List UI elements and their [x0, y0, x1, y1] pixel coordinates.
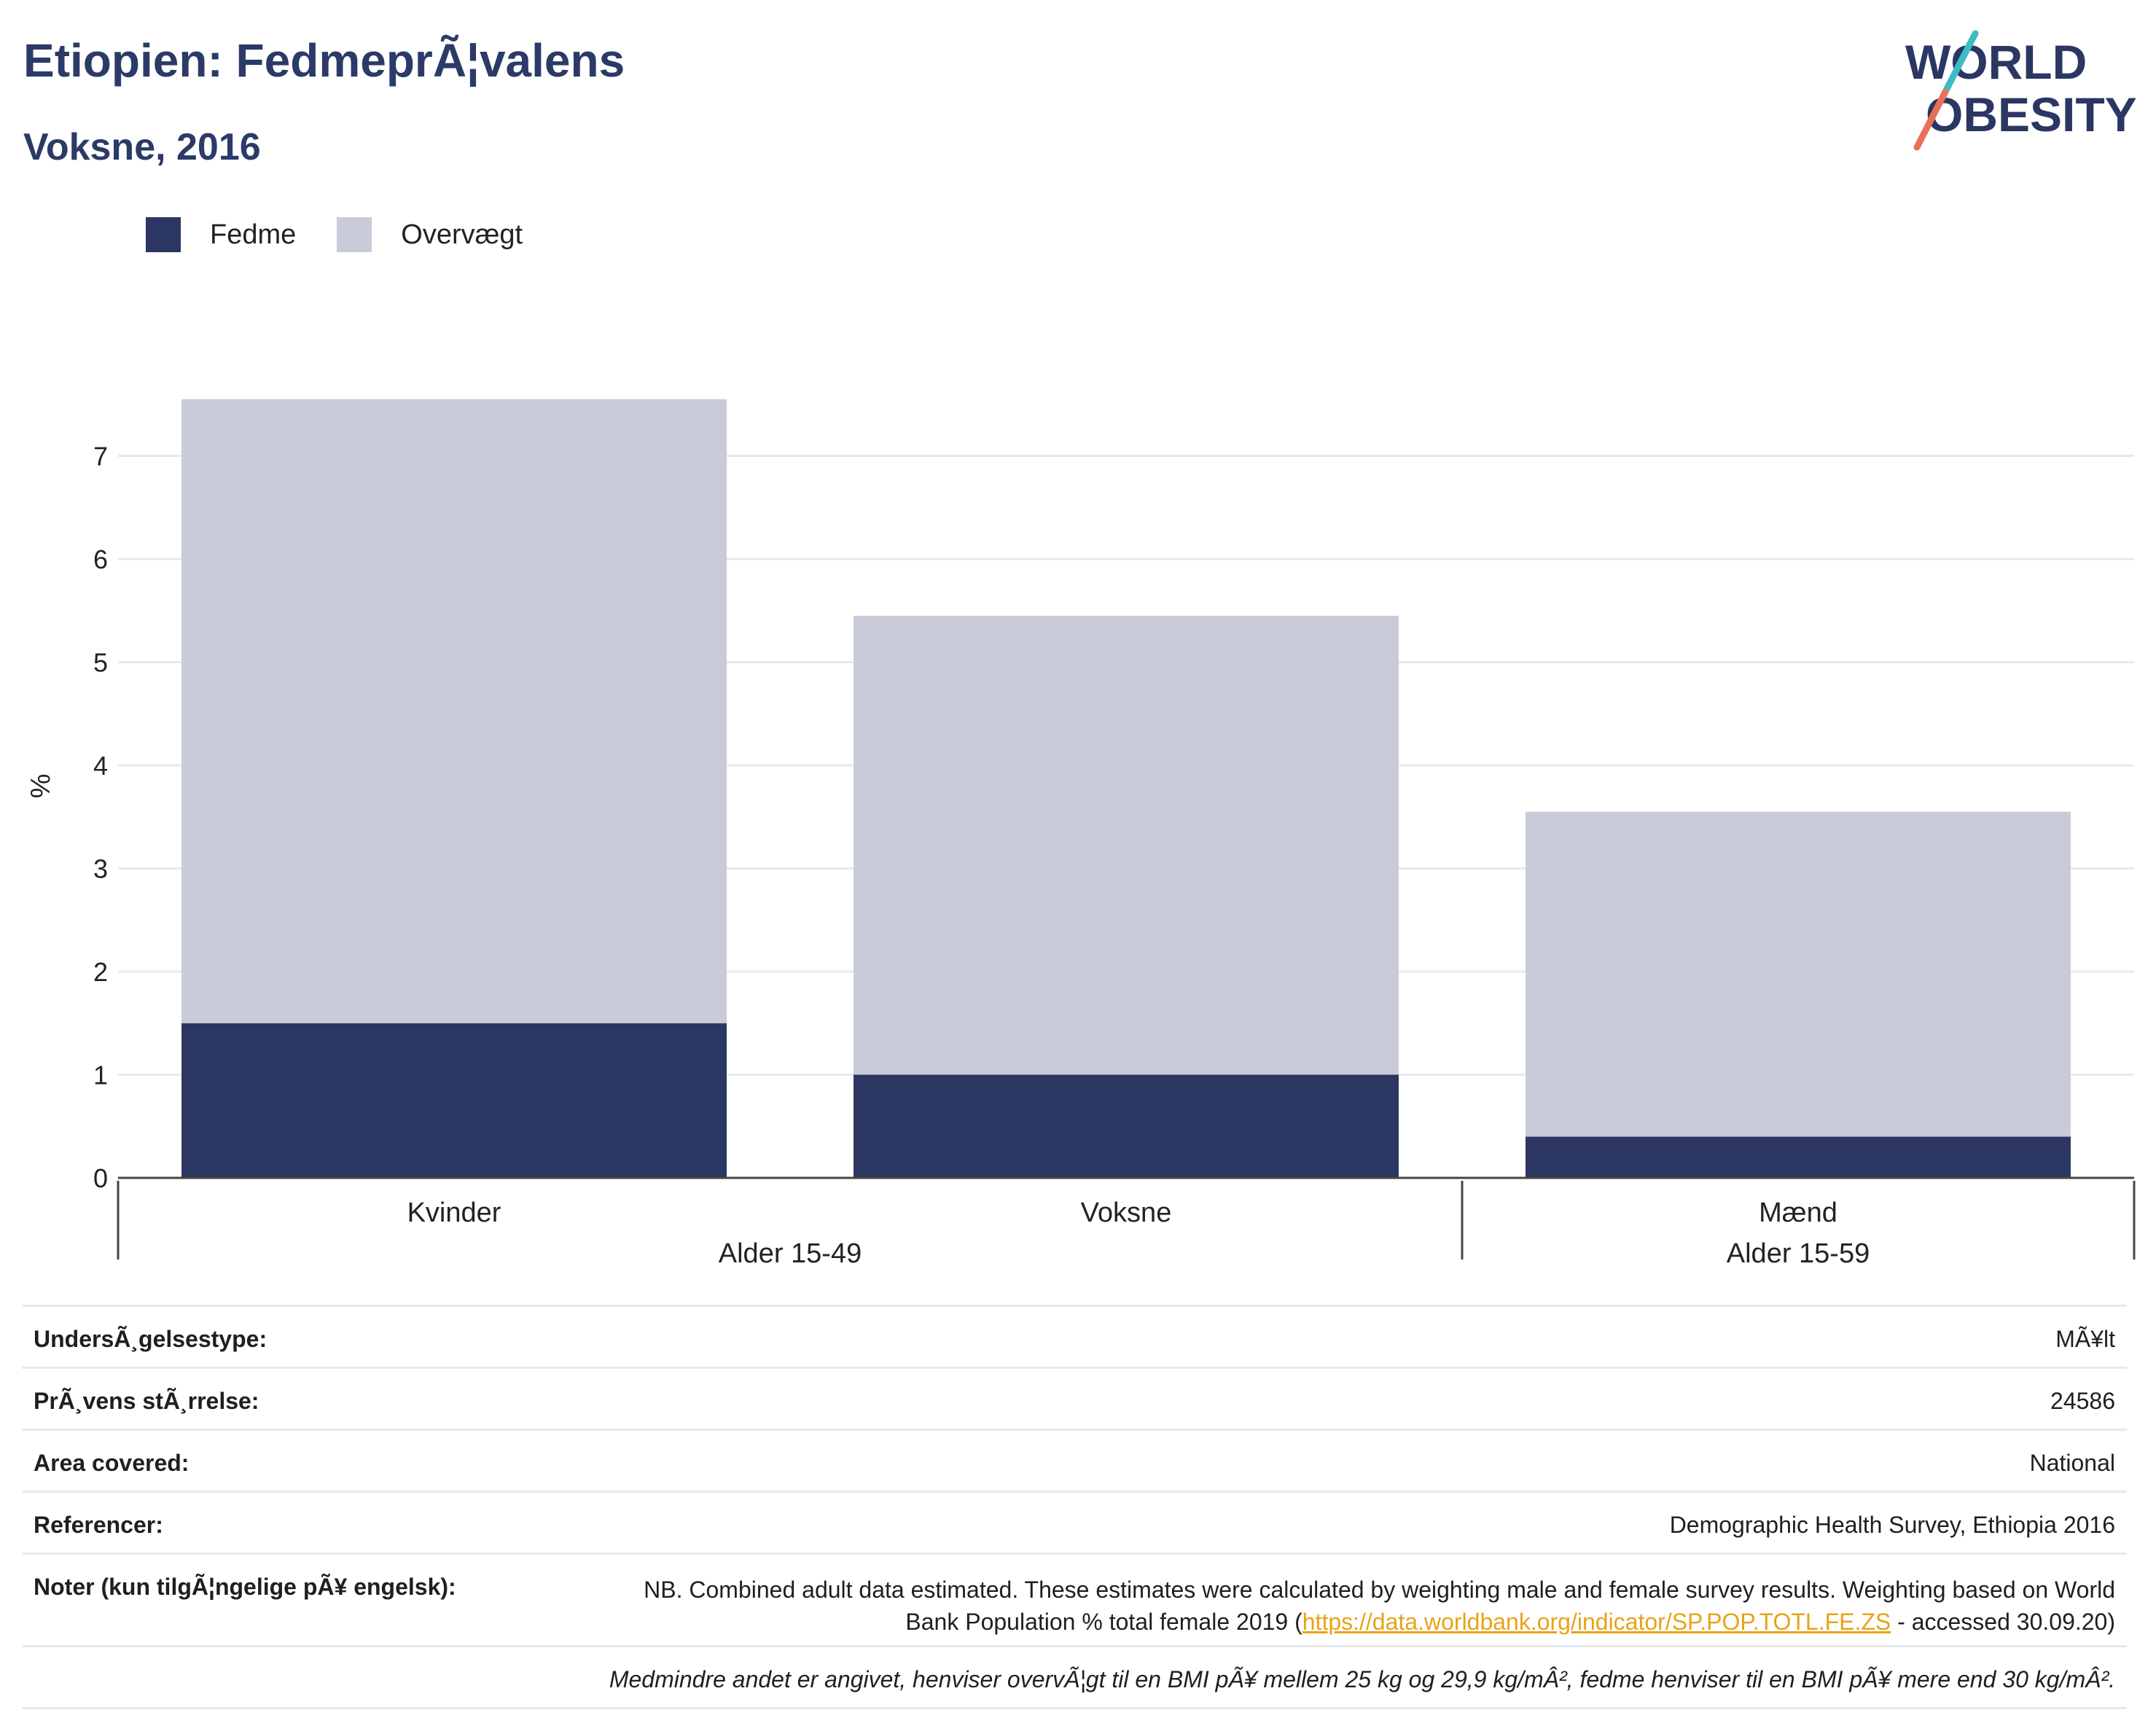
bar-overvægt-2 — [854, 615, 1399, 1075]
bar-fedme-2 — [854, 1074, 1399, 1178]
info-row-references: Referencer: Demographic Health Survey, E… — [22, 1491, 2127, 1553]
group-label: Alder 15-59 — [1727, 1238, 1870, 1269]
y-tick-label: 7 — [93, 442, 108, 472]
survey-type-label: UndersÃ¸gelsestype: — [34, 1326, 267, 1352]
y-axis-label: % — [26, 773, 56, 798]
svg-text:WORLD: WORLD — [1905, 35, 2087, 89]
legend: Fedme Overvægt — [146, 217, 563, 252]
y-tick-label: 1 — [93, 1061, 108, 1090]
legend-swatch-overvaegt — [337, 217, 372, 252]
sample-size-value: 24586 — [2050, 1388, 2115, 1414]
info-row-sample-size: PrÃ¸vens stÃ¸rrelse: 24586 — [22, 1367, 2127, 1429]
world-obesity-logo: WORLD OBESITY — [1905, 30, 2136, 151]
bar-fedme-3 — [1526, 1136, 2071, 1178]
survey-type-value: MÃ¥lt — [2055, 1326, 2115, 1352]
references-label: Referencer: — [34, 1512, 163, 1538]
references-value: Demographic Health Survey, Ethiopia 2016 — [1669, 1512, 2115, 1538]
stacked-bar-chart: 0 1 2 3 4 5 6 7% Kvinder Voksne Mænd Alder 15-49 Ald… — [26, 399, 2136, 1269]
y-tick-label: 2 — [93, 957, 108, 987]
svg-text:OBESITY: OBESITY — [1926, 87, 2136, 141]
page-subtitle: Voksne, 2016 — [23, 126, 261, 168]
bar-fedme-1 — [181, 1023, 727, 1178]
y-tick-label: 6 — [93, 544, 108, 574]
legend-item-overvaegt[interactable]: Overvægt — [337, 217, 523, 252]
legend-item-fedme[interactable]: Fedme — [146, 217, 296, 252]
y-tick-label: 3 — [93, 854, 108, 884]
info-row-notes: Noter (kun tilgÃ¦ngelige pÃ¥ engelsk): N… — [22, 1553, 2127, 1645]
notes-text-end: - accessed 30.09.20) — [1891, 1609, 2115, 1635]
notes-text: NB. Combined adult data estimated. These… — [644, 1577, 2115, 1635]
info-row-area: Area covered: National — [22, 1429, 2127, 1491]
notes-label: Noter (kun tilgÃ¦ngelige pÃ¥ engelsk): — [34, 1574, 456, 1600]
page-title: Etiopien: FedmeprÃ¦valens — [23, 34, 625, 87]
legend-swatch-fedme — [146, 217, 181, 252]
legend-label-fedme: Fedme — [210, 219, 297, 250]
group-label: Alder 15-49 — [719, 1238, 862, 1269]
x-tick-label: Kvinder — [407, 1198, 501, 1228]
y-tick-label: 0 — [93, 1163, 108, 1193]
bar-overvægt-3 — [1526, 811, 2071, 1137]
x-tick-label: Mænd — [1759, 1198, 1837, 1228]
x-tick-label: Voksne — [1081, 1198, 1172, 1228]
area-value: National — [2029, 1450, 2115, 1476]
y-tick-label: 5 — [93, 648, 108, 678]
y-tick-label: 4 — [93, 751, 108, 781]
notes-value: NB. Combined adult data estimated. These… — [592, 1574, 2115, 1638]
info-row-survey-type: UndersÃ¸gelsestype: MÃ¥lt — [22, 1305, 2127, 1367]
info-table: UndersÃ¸gelsestype: MÃ¥lt PrÃ¸vens stÃ¸r… — [22, 1305, 2127, 1709]
area-label: Area covered: — [34, 1450, 190, 1476]
info-row-footnote: Medmindre andet er angivet, henviser ove… — [22, 1645, 2127, 1709]
bar-overvægt-1 — [181, 399, 727, 1023]
notes-link[interactable]: https://data.worldbank.org/indicator/SP.… — [1302, 1609, 1891, 1635]
footnote: Medmindre andet er angivet, henviser ove… — [609, 1666, 2115, 1692]
legend-label-overvaegt: Overvægt — [401, 219, 523, 250]
sample-size-label: PrÃ¸vens stÃ¸rrelse: — [34, 1388, 259, 1414]
